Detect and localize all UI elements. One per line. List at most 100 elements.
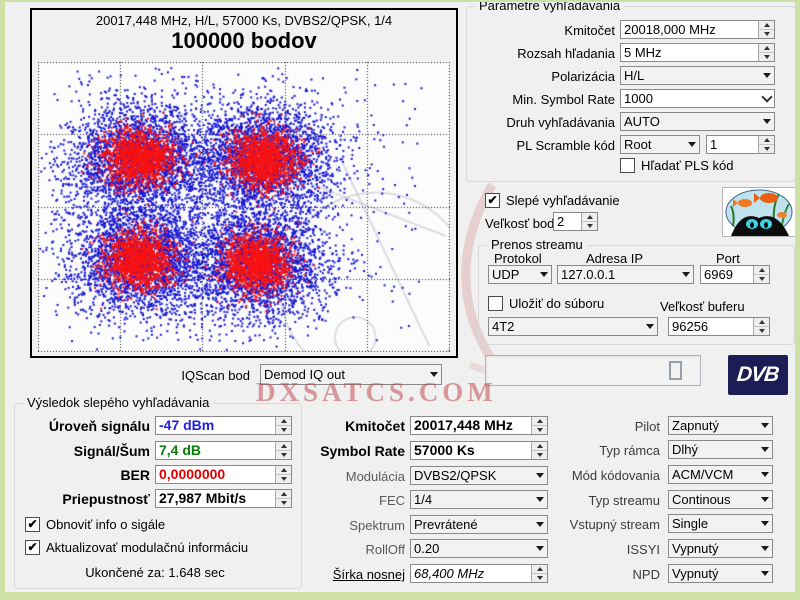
ber-spinner[interactable] [275,466,291,483]
search-type-combo[interactable]: AUTO [620,112,775,131]
frequency-field[interactable]: 20018,000 MHz [620,20,775,39]
checkbox-checked-icon [25,516,40,532]
frame-type-combo[interactable]: Dlhý [668,440,773,459]
polarization-combo[interactable]: H/L [620,66,775,85]
spinner-up-icon[interactable] [532,442,547,451]
search-range-spinner[interactable] [758,44,774,61]
throughput-spinner[interactable] [275,490,291,507]
ber-field[interactable]: 0,0000000 [155,465,292,484]
dot-size-field[interactable]: 2 [553,212,598,231]
pl-scramble-spinner[interactable] [758,136,774,153]
spinner-down-icon[interactable] [759,30,774,38]
spinner-up-icon[interactable] [582,213,597,222]
update-modulation-info-checkbox[interactable]: Aktualizovať modulačnú informáciu [25,539,248,555]
throughput-field[interactable]: 27,987 Mbit/s [155,489,292,508]
refresh-signal-info-checkbox[interactable]: Obnoviť info o sigále [25,516,165,532]
carrier-width-field[interactable]: 68,400 MHz [410,564,548,583]
signal-level-spinner[interactable] [275,417,291,434]
spinner-down-icon[interactable] [532,451,547,459]
spinner-up-icon[interactable] [759,44,774,53]
tuned-frequency-field[interactable]: 20017,448 MHz [410,416,548,435]
port-field[interactable]: 6969 [700,265,770,284]
fec-value: 1/4 [414,492,433,507]
spinner-up-icon[interactable] [276,466,291,475]
buffer-size-spinner[interactable] [753,318,769,335]
spinner-up-icon[interactable] [276,442,291,451]
stream-type-value: Continous [672,492,731,507]
protocol-combo[interactable]: UDP [488,265,552,284]
find-pls-checkbox[interactable]: Hľadať PLS kód [620,157,734,173]
pilot-combo[interactable]: Zapnutý [668,416,773,435]
npd-combo[interactable]: Vypnutý [668,564,773,583]
iqscan-point-combo[interactable]: Demod IQ out [260,364,442,385]
signal-level-field[interactable]: -47 dBm [155,416,292,435]
chevron-down-icon [757,491,772,508]
chevron-down-icon [678,266,693,283]
checkbox-icon [488,295,503,311]
pl-scramble-code-field[interactable]: 1 [706,135,775,154]
chevron-down-icon [757,466,772,483]
symbol-rate-label: Symbol Rate [320,443,405,459]
spinner-up-icon[interactable] [754,266,769,275]
input-stream-combo[interactable]: Single [668,514,773,533]
symbol-rate-field[interactable]: 57000 Ks [410,441,548,460]
save-to-file-checkbox[interactable]: Uložiť do súboru [488,295,604,311]
spinner-up-icon[interactable] [754,318,769,327]
spinner-down-icon[interactable] [276,451,291,459]
modulation-combo[interactable]: DVBS2/QPSK [410,466,548,485]
port-spinner[interactable] [753,266,769,283]
ip-address-combo[interactable]: 127.0.0.1 [557,265,694,284]
frame-type-value: Dlhý [672,442,699,457]
pilot-value: Zapnutý [672,418,719,433]
polarization-label: Polarizácia [551,69,615,84]
spinner-down-icon[interactable] [532,574,547,582]
blind-search-checkbox[interactable]: Slepé vyhľadávanie [485,192,620,208]
tuned-frequency-spinner[interactable] [531,417,547,434]
pilot-label: Pilot [634,419,660,434]
spinner-down-icon[interactable] [759,53,774,61]
carrier-width-spinner[interactable] [531,565,547,582]
min-symbol-rate-value: 1000 [624,91,653,106]
chevron-down-icon [759,113,774,130]
coding-mode-value: ACM/VCM [672,467,734,482]
chevron-down-icon [759,90,774,107]
min-symbol-rate-combo[interactable]: 1000 [620,89,775,108]
symbol-rate-value: 57000 Ks [414,442,475,458]
spinner-down-icon[interactable] [532,426,547,434]
symbol-rate-spinner[interactable] [531,442,547,459]
fec-combo[interactable]: 1/4 [410,490,548,509]
spinner-up-icon[interactable] [759,136,774,145]
issyi-combo[interactable]: Vypnutý [668,539,773,558]
dvb-logo-text: DVB [736,363,780,386]
frequency-spinner[interactable] [758,21,774,38]
rolloff-combo[interactable]: 0.20 [410,539,548,558]
window-frame-left [0,0,5,600]
spinner-down-icon[interactable] [276,499,291,507]
spinner-down-icon[interactable] [582,222,597,230]
device-combo[interactable]: 4T2 [488,317,658,336]
snr-spinner[interactable] [275,442,291,459]
spectrum-combo[interactable]: Prevrátené [410,515,548,534]
snr-field[interactable]: 7,4 dB [155,441,292,460]
spinner-down-icon[interactable] [754,327,769,335]
spinner-up-icon[interactable] [276,417,291,426]
chevron-down-icon [426,365,441,384]
dot-size-spinner[interactable] [581,213,597,230]
spinner-down-icon[interactable] [759,145,774,153]
search-range-field[interactable]: 5 MHz [620,43,775,62]
spinner-up-icon[interactable] [759,21,774,30]
spinner-up-icon[interactable] [532,565,547,574]
window-frame-right [795,0,800,600]
ip-header: Adresa IP [586,251,644,266]
carrier-width-label[interactable]: Šírka nosnej [332,567,405,582]
spinner-down-icon[interactable] [276,475,291,483]
spinner-up-icon[interactable] [276,490,291,499]
stream-type-combo[interactable]: Continous [668,490,773,509]
snr-label: Signál/Šum [73,443,150,459]
buffer-size-field[interactable]: 96256 [668,317,770,336]
spinner-down-icon[interactable] [754,275,769,283]
spinner-up-icon[interactable] [532,417,547,426]
coding-mode-combo[interactable]: ACM/VCM [668,465,773,484]
spinner-down-icon[interactable] [276,426,291,434]
pl-scramble-mode-combo[interactable]: Root [620,135,700,154]
